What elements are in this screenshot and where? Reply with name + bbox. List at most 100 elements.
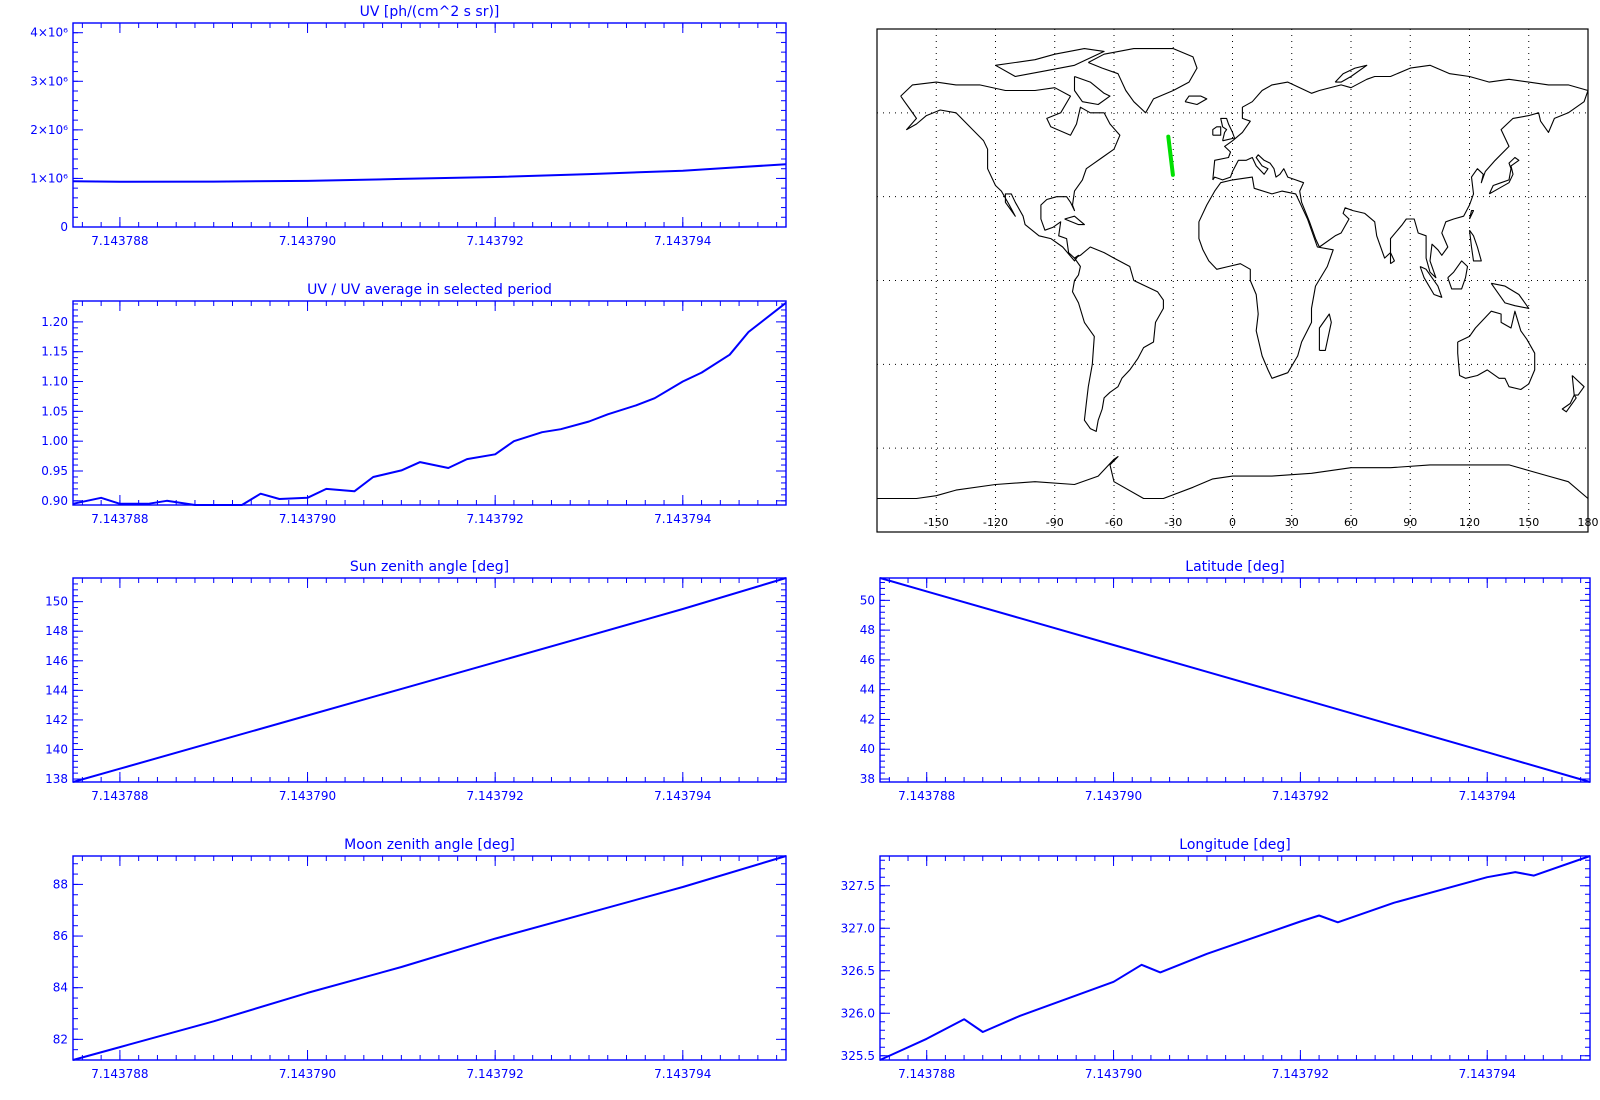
map-longitude-labels: -150 -120 -90 -60 -30 0 30 60 90 120 150 180 bbox=[924, 516, 1599, 529]
iceland-coast bbox=[1184, 95, 1208, 106]
chart-title: UV [ph/(cm^2 s sr)] bbox=[360, 4, 500, 20]
map-lon-label: 30 bbox=[1285, 516, 1299, 529]
plot-frame bbox=[879, 577, 1591, 783]
y-tick-label: 148 bbox=[45, 624, 68, 638]
y-tick-label: 38 bbox=[860, 772, 875, 786]
y-tick-label: 82 bbox=[53, 1032, 68, 1046]
map-lon-label: -30 bbox=[1164, 516, 1182, 529]
new-zealand-south-coast bbox=[1561, 394, 1577, 413]
philippines-coast bbox=[1468, 229, 1482, 262]
ireland-coast bbox=[1212, 126, 1222, 136]
x-tick-label: 7.143792 bbox=[1272, 1067, 1329, 1081]
x-tick-label: 7.143788 bbox=[898, 1067, 955, 1081]
eurasia-coast bbox=[1212, 64, 1589, 279]
chart-title: Latitude [deg] bbox=[1185, 559, 1284, 575]
x-tick-label: 7.143790 bbox=[279, 234, 336, 248]
world-map-panel: -150 -120 -90 -60 -30 0 30 60 90 120 150 180 bbox=[876, 28, 1599, 533]
map-lon-label: 120 bbox=[1459, 516, 1480, 529]
chart-title: Sun zenith angle [deg] bbox=[350, 559, 509, 575]
sumatra-coast bbox=[1419, 266, 1443, 298]
chart-uv: UV [ph/(cm^2 s sr)] 7.143788 7.143790 7.143… bbox=[30, 4, 787, 248]
plot-frame bbox=[72, 22, 787, 228]
chart-title: UV / UV average in selected period bbox=[307, 282, 552, 298]
y-tick-label: 327.0 bbox=[841, 921, 875, 935]
x-tick-label: 7.143792 bbox=[467, 789, 524, 803]
x-tick-label: 7.143788 bbox=[91, 1067, 148, 1081]
charts-layer: UV [ph/(cm^2 s sr)] 7.143788 7.143790 7.143… bbox=[30, 4, 1591, 1081]
y-tick-label: 325.5 bbox=[841, 1049, 875, 1063]
y-tick-label: 1×10⁶ bbox=[30, 171, 68, 185]
y-tick-label: 1.20 bbox=[41, 315, 68, 329]
baffin-island-coast bbox=[1073, 75, 1111, 106]
series-line-uv_ratio bbox=[72, 302, 787, 506]
map-lon-label: 60 bbox=[1344, 516, 1358, 529]
y-tick-label: 88 bbox=[53, 877, 68, 891]
series-line-sun_zenith bbox=[72, 577, 787, 783]
chart-title: Moon zenith angle [deg] bbox=[344, 837, 515, 853]
plot-frame bbox=[72, 855, 787, 1061]
y-tick-label: 326.0 bbox=[841, 1006, 875, 1020]
antarctica-coast bbox=[877, 456, 1589, 500]
new-guinea-coast bbox=[1490, 282, 1530, 309]
y-tick-label: 0 bbox=[60, 220, 68, 234]
japan-coast bbox=[1488, 156, 1520, 195]
map-graticule bbox=[877, 29, 1588, 532]
chart-latitude: Latitude [deg] 7.143788 7.143790 7.143792 7.… bbox=[860, 559, 1591, 803]
y-tick-label: 140 bbox=[45, 742, 68, 756]
x-tick-label: 7.143794 bbox=[654, 512, 711, 526]
map-lon-label: -120 bbox=[983, 516, 1008, 529]
x-tick-label: 7.143792 bbox=[467, 234, 524, 248]
map-lon-label: 0 bbox=[1229, 516, 1236, 529]
y-tick-label: 144 bbox=[45, 683, 68, 697]
y-tick-label: 48 bbox=[860, 623, 875, 637]
y-tick-label: 0.90 bbox=[41, 494, 68, 508]
y-tick-label: 84 bbox=[53, 981, 68, 995]
map-lon-label: -60 bbox=[1105, 516, 1123, 529]
chart-moon_zenith: Moon zenith angle [deg] 7.143788 7.143790 7… bbox=[53, 837, 787, 1081]
madagascar-coast bbox=[1318, 313, 1332, 351]
x-tick-label: 7.143794 bbox=[1459, 1067, 1516, 1081]
plot-frame bbox=[72, 577, 787, 783]
x-tick-label: 7.143794 bbox=[654, 789, 711, 803]
british-isles-coast bbox=[1220, 117, 1236, 142]
sri-lanka-coast bbox=[1389, 252, 1395, 265]
map-lon-label: 180 bbox=[1578, 516, 1599, 529]
x-tick-label: 7.143792 bbox=[1272, 789, 1329, 803]
x-tick-label: 7.143788 bbox=[898, 789, 955, 803]
y-tick-label: 50 bbox=[860, 593, 875, 607]
x-tick-label: 7.143788 bbox=[91, 789, 148, 803]
x-tick-label: 7.143790 bbox=[279, 1067, 336, 1081]
y-tick-label: 142 bbox=[45, 713, 68, 727]
chart-uv_ratio: UV / UV average in selected period 7.1437… bbox=[41, 282, 787, 526]
y-tick-label: 44 bbox=[860, 683, 875, 697]
chart-title: Longitude [deg] bbox=[1179, 837, 1290, 853]
plot-frame bbox=[72, 300, 787, 506]
x-tick-label: 7.143790 bbox=[279, 512, 336, 526]
y-tick-label: 0.95 bbox=[41, 464, 68, 478]
y-tick-label: 146 bbox=[45, 654, 68, 668]
x-tick-label: 7.143788 bbox=[91, 512, 148, 526]
cuba-coast bbox=[1064, 215, 1085, 226]
y-tick-label: 40 bbox=[860, 742, 875, 756]
y-tick-label: 3×10⁶ bbox=[30, 74, 68, 88]
x-tick-label: 7.143794 bbox=[654, 234, 711, 248]
x-tick-label: 7.143790 bbox=[279, 789, 336, 803]
y-tick-label: 1.10 bbox=[41, 375, 68, 389]
series-line-moon_zenith bbox=[72, 855, 787, 1061]
x-tick-label: 7.143792 bbox=[467, 1067, 524, 1081]
y-tick-label: 327.5 bbox=[841, 879, 875, 893]
coastlines bbox=[877, 48, 1589, 500]
x-tick-label: 7.143788 bbox=[91, 234, 148, 248]
map-lon-label: 90 bbox=[1403, 516, 1417, 529]
y-tick-label: 1.05 bbox=[41, 404, 68, 418]
greenland-coast bbox=[1088, 48, 1198, 114]
map-lon-label: -90 bbox=[1046, 516, 1064, 529]
new-zealand-coast bbox=[1571, 375, 1585, 396]
y-tick-label: 138 bbox=[45, 772, 68, 786]
arctic-islands-coast bbox=[995, 48, 1105, 78]
x-tick-label: 7.143794 bbox=[654, 1067, 711, 1081]
y-tick-label: 1.15 bbox=[41, 345, 68, 359]
map-frame bbox=[876, 28, 1589, 533]
x-tick-label: 7.143794 bbox=[1459, 789, 1516, 803]
borneo-coast bbox=[1447, 260, 1469, 290]
